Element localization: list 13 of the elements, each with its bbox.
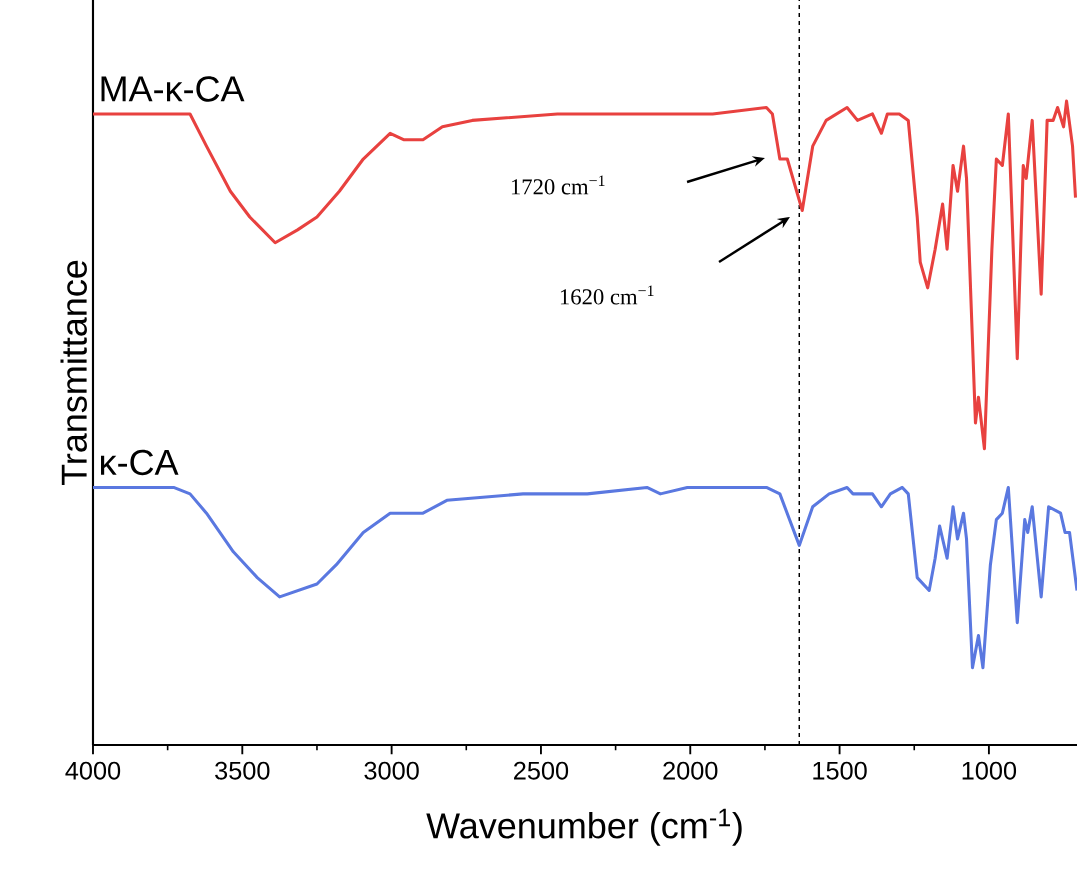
x-tick-label: 1000 xyxy=(962,761,1017,780)
series-label: MA-κ-CA xyxy=(101,76,245,102)
x-tick-label: 4000 xyxy=(65,761,121,780)
annotation: 1720 cm$^{−1}$ xyxy=(511,175,605,195)
annotation: 1620 cm$^{−1}$ xyxy=(560,285,654,305)
x-axis-title: Wavenumber (cm$^{-1}$) xyxy=(426,808,742,846)
x-tick-label: 3500 xyxy=(215,761,270,780)
series-label: κ-CA xyxy=(101,449,179,476)
x-tick-label: 3000 xyxy=(364,761,419,780)
y-axis-title: Transmittance xyxy=(60,260,87,486)
x-tick-label: 1500 xyxy=(813,761,867,780)
x-tick-label: 2500 xyxy=(514,761,569,780)
x-tick-label: 2000 xyxy=(663,761,718,780)
